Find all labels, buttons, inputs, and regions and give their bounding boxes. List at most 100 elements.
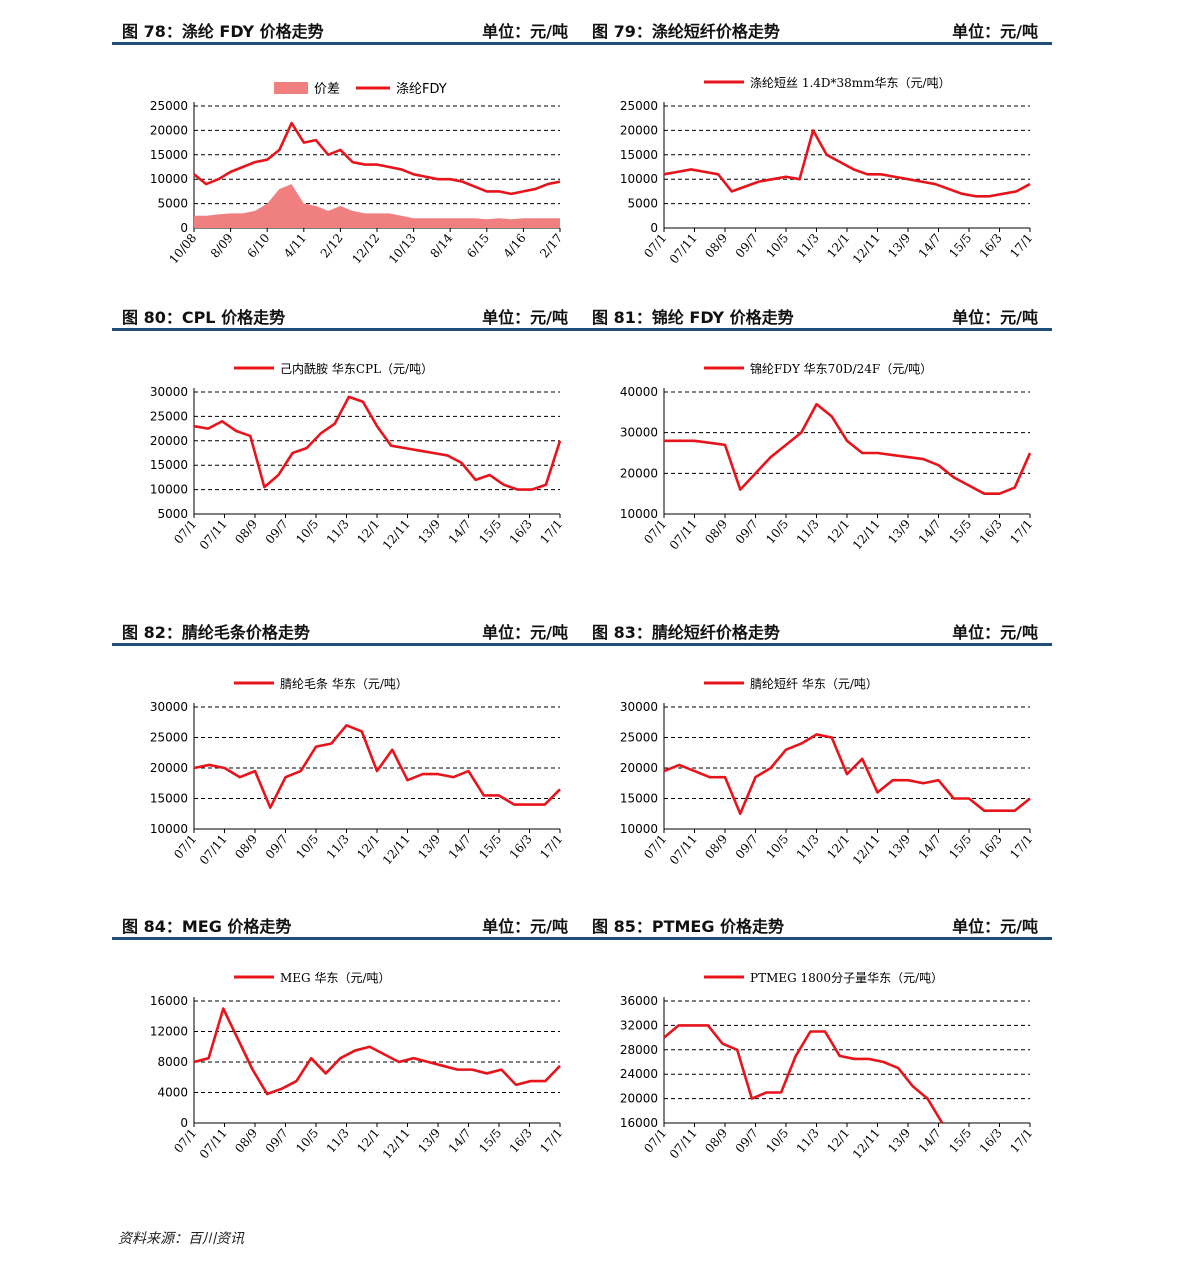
y-tick-label: 8000: [157, 1055, 188, 1069]
x-tick-label: 07/1: [641, 231, 669, 261]
x-tick-label: 12/11: [380, 832, 413, 867]
x-tick-label: 14/7: [446, 517, 474, 547]
panel-unit: 单位：元/吨: [952, 623, 1038, 642]
panel-unit: 单位：元/吨: [952, 308, 1038, 327]
y-tick-label: 30000: [150, 700, 188, 714]
chart-container: 5000 10000 15000 20000 25000 30000 07/1 07/11 08…: [112, 334, 582, 584]
legend-label: 腈纶毛条 华东（元/吨）: [280, 677, 408, 691]
y-tick-label: 10000: [620, 822, 658, 836]
panel-header: 图 83：腈纶短纤价格走势 单位：元/吨: [582, 615, 1052, 646]
x-tick-label: 15/5: [946, 517, 974, 547]
y-tick-label: 40000: [620, 385, 658, 399]
x-tick-label: 13/9: [885, 231, 913, 261]
x-tick-label: 10/5: [293, 517, 321, 547]
x-tick-label: 13/9: [415, 517, 443, 547]
panel-title: 图 79：涤纶短纤价格走势: [592, 22, 780, 41]
x-tick-label: 10/5: [763, 1126, 791, 1156]
x-tick-label: 08/9: [232, 1126, 260, 1156]
y-tick-label: 36000: [620, 994, 658, 1008]
x-tick-label: 12/1: [824, 1126, 852, 1156]
y-tick-label: 15000: [150, 458, 188, 472]
x-tick-label: 11/3: [794, 231, 822, 261]
panel-title: 图 78：涤纶 FDY 价格走势: [122, 22, 324, 41]
x-tick-label: 15/5: [946, 832, 974, 862]
y-tick-label: 0: [180, 221, 188, 235]
x-tick-label: 12/1: [354, 832, 382, 862]
x-tick-label: 12/11: [850, 517, 883, 552]
x-tick-label: 11/3: [794, 517, 822, 547]
y-tick-label: 5000: [157, 507, 188, 521]
x-tick-label: 8/14: [427, 231, 455, 261]
x-tick-label: 17/1: [537, 517, 565, 547]
x-tick-label: 12/1: [354, 517, 382, 547]
chart-container: 10000 15000 20000 25000 30000 07/1 07/11 08/9 09…: [582, 649, 1052, 899]
x-tick-label: 09/7: [263, 832, 291, 862]
y-tick-label: 20000: [620, 466, 658, 480]
panel-header: 图 78：涤纶 FDY 价格走势 单位：元/吨: [112, 14, 582, 45]
x-tick-label: 14/7: [916, 1126, 944, 1156]
x-tick-label: 16/3: [507, 832, 535, 862]
y-tick-label: 25000: [150, 409, 188, 423]
x-tick-label: 14/7: [446, 832, 474, 862]
panel-unit: 单位：元/吨: [482, 623, 568, 642]
x-tick-label: 11/3: [324, 517, 352, 547]
series-line: [663, 1024, 944, 1124]
x-tick-label: 07/1: [171, 517, 199, 547]
legend-label: PTMEG 1800分子量华东（元/吨）: [750, 971, 943, 985]
y-tick-label: 20000: [150, 123, 188, 137]
x-tick-label: 07/1: [641, 1126, 669, 1156]
y-tick-label: 20000: [620, 123, 658, 137]
x-tick-label: 07/1: [171, 832, 199, 862]
x-tick-label: 17/1: [537, 1126, 565, 1156]
x-tick-label: 09/7: [263, 1126, 291, 1156]
series-line: [664, 402, 1032, 495]
x-tick-label: 6/10: [244, 231, 272, 261]
chart-container: 0 5000 10000 15000 20000 25000 07/1 07/11 08/9 09…: [582, 48, 1052, 298]
x-tick-label: 14/7: [446, 1126, 474, 1156]
y-tick-label: 10000: [150, 172, 188, 186]
x-tick-label: 08/9: [702, 231, 730, 261]
x-tick-label: 12/11: [850, 832, 883, 867]
panel-title: 图 84：MEG 价格走势: [122, 917, 292, 936]
series-line: [193, 724, 561, 809]
x-tick-label: 11/3: [324, 832, 352, 862]
series-area: [194, 184, 560, 228]
legend-label: 涤纶FDY: [396, 82, 447, 97]
panel-unit: 单位：元/吨: [482, 308, 568, 327]
y-tick-label: 30000: [620, 700, 658, 714]
x-tick-label: 15/5: [476, 517, 504, 547]
legend-label: 涤纶短丝 1.4D*38mm华东（元/吨）: [750, 76, 951, 90]
y-tick-label: 5000: [627, 197, 658, 211]
y-tick-label: 4000: [157, 1086, 188, 1100]
x-tick-label: 11/3: [794, 1126, 822, 1156]
panel-unit: 单位：元/吨: [482, 22, 568, 41]
x-tick-label: 09/7: [263, 517, 291, 547]
chart-container: 10000 15000 20000 25000 30000 07/1 07/11 08/9 09…: [112, 649, 582, 899]
panel-header: 图 82：腈纶毛条价格走势 单位：元/吨: [112, 615, 582, 646]
x-tick-label: 13/9: [885, 1126, 913, 1156]
x-tick-label: 14/7: [916, 231, 944, 261]
y-tick-label: 5000: [157, 197, 188, 211]
legend: 己内酰胺 华东CPL（元/吨）: [234, 362, 433, 376]
y-tick-label: 30000: [620, 426, 658, 440]
y-tick-label: 16000: [150, 994, 188, 1008]
chart-svg: 10000 15000 20000 25000 30000 07/107/11 08/9 09…: [620, 677, 1035, 867]
x-tick-label: 10/5: [293, 832, 321, 862]
panel-header: 图 79：涤纶短纤价格走势 单位：元/吨: [582, 14, 1052, 45]
y-tick-label: 32000: [620, 1018, 658, 1032]
legend-label: 价差: [314, 82, 340, 97]
x-tick-label: 07/11: [197, 517, 230, 552]
x-tick-label: 07/11: [667, 517, 700, 552]
x-tick-label: 11/3: [794, 832, 822, 862]
x-tick-label: 16/3: [977, 517, 1005, 547]
x-tick-label: 07/1: [641, 832, 669, 862]
panel-header: 图 85：PTMEG 价格走势 单位：元/吨: [582, 909, 1052, 940]
x-tick-label: 15/5: [946, 1126, 974, 1156]
legend: 价差 涤纶FDY: [274, 82, 447, 97]
x-tick-label: 08/9: [702, 517, 730, 547]
panel-unit: 单位：元/吨: [952, 917, 1038, 936]
y-tick-label: 24000: [620, 1067, 658, 1081]
x-tick-label: 12/1: [824, 231, 852, 261]
y-tick-label: 20000: [620, 1092, 658, 1106]
